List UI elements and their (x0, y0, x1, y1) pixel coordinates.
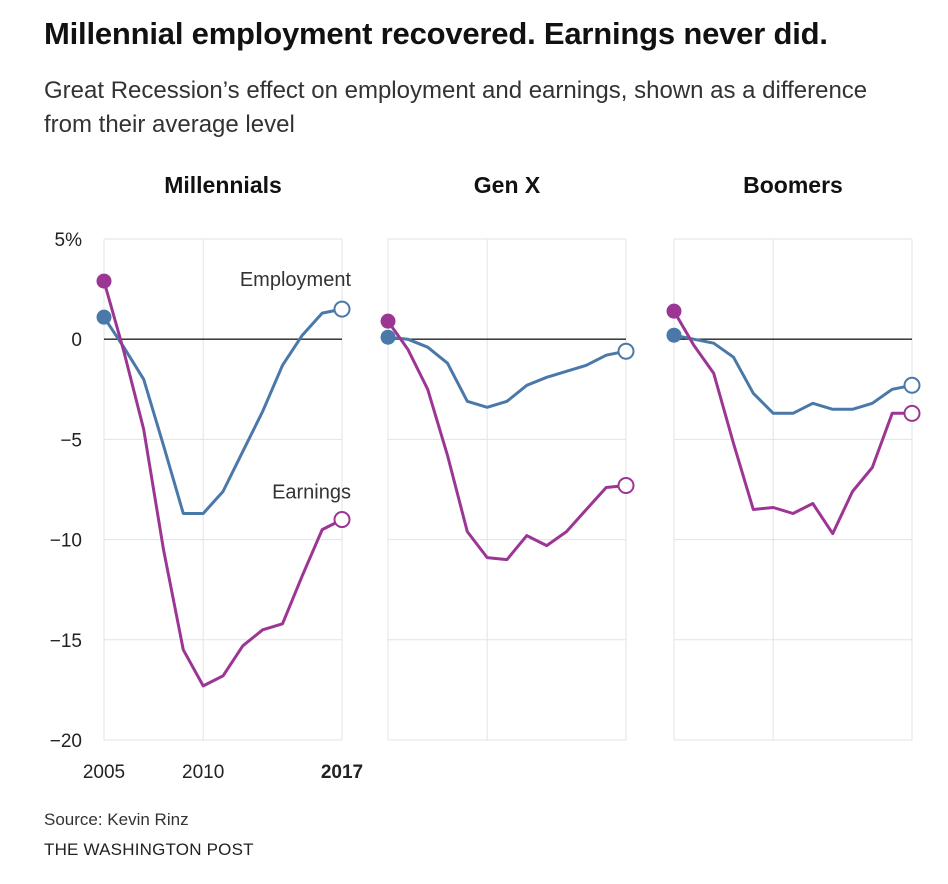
panel-title: Boomers (743, 172, 843, 198)
employment-line (386, 335, 628, 409)
earnings-line (386, 319, 628, 562)
y-tick-label: 0 (71, 330, 82, 351)
source-note: Source: Kevin Rinz (44, 810, 189, 829)
panel-title: Gen X (474, 172, 541, 198)
earnings-end-marker (617, 476, 635, 494)
y-tick-label: 5% (55, 230, 83, 251)
x-tick-label: 2010 (182, 762, 224, 783)
earnings-line (102, 279, 344, 688)
employment-line (102, 307, 344, 515)
x-tick-label: 2017 (321, 762, 363, 783)
employment-end-marker (617, 342, 635, 360)
earnings-line (672, 309, 914, 536)
chart-subtitle: Great Recession’s effect on employment a… (44, 77, 868, 138)
employment-series-label: Employment (240, 269, 352, 291)
panel-boomers: Boomers (666, 172, 921, 741)
earnings-start-marker (380, 313, 396, 329)
earnings-end-marker (333, 511, 351, 529)
y-tick-label: −5 (60, 430, 82, 451)
y-tick-label: −15 (50, 631, 82, 652)
earnings-end-marker (903, 404, 921, 422)
panel-gen-x: Gen X (380, 172, 635, 741)
earnings-series-label: Earnings (272, 482, 351, 504)
employment-start-marker (666, 327, 682, 343)
panel-millennials: Millennials Employment Earnings 2005 2010 201… (83, 172, 363, 783)
employment-start-marker (380, 329, 396, 345)
employment-start-marker (96, 309, 112, 325)
chart-title: Millennial employment recovered. Earning… (44, 16, 828, 51)
y-tick-label: −20 (50, 731, 82, 752)
y-tick-label: −10 (50, 531, 82, 552)
publisher-credit: THE WASHINGTON POST (44, 840, 254, 859)
earnings-start-marker (96, 273, 112, 289)
employment-line (672, 333, 914, 415)
x-tick-label: 2005 (83, 762, 125, 783)
earnings-start-marker (666, 303, 682, 319)
employment-end-marker (903, 376, 921, 394)
panel-title: Millennials (164, 172, 282, 198)
small-multiples-chart: 5% 0 −5 −10 −15 −20 Millennials Employment Earni… (50, 172, 921, 783)
employment-end-marker (333, 300, 351, 318)
